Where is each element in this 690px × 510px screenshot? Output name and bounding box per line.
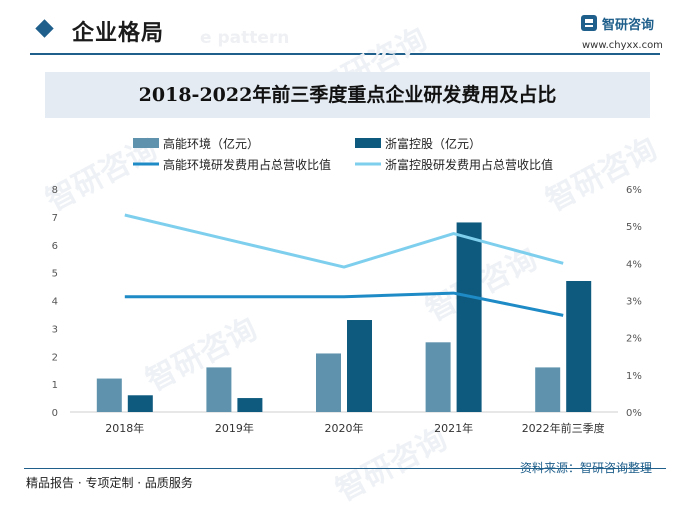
header-divider bbox=[30, 53, 660, 55]
bar bbox=[316, 353, 341, 412]
logo-url: www.chyxx.com bbox=[582, 40, 663, 51]
y-right-tick-label: 0% bbox=[626, 408, 642, 419]
series-line bbox=[124, 291, 564, 317]
series-line bbox=[124, 213, 564, 269]
bar bbox=[127, 395, 153, 412]
page-title: 企业格局 bbox=[72, 21, 165, 46]
y-right-tick-label: 4% bbox=[626, 259, 642, 270]
y-right-tick-label: 5% bbox=[626, 222, 642, 233]
y-left-tick-label: 5 bbox=[52, 269, 58, 280]
page-header: e pattern 企业格局 智研咨询 www.chyxx.com bbox=[0, 0, 690, 55]
legend-label: 高能环境研发费用占总营收比值 bbox=[163, 157, 331, 172]
footer-tagline: 精品报告 · 专项定制 · 品质服务 bbox=[26, 476, 193, 490]
chart-lines bbox=[124, 213, 564, 317]
chart-title: 2018-2022年前三季度重点企业研发费用及占比 bbox=[138, 84, 557, 106]
x-tick-label: 2020年 bbox=[325, 421, 364, 435]
bar bbox=[456, 222, 482, 412]
x-tick-label: 2021年 bbox=[434, 421, 473, 435]
bar bbox=[535, 367, 561, 412]
y-left-tick-label: 1 bbox=[52, 380, 58, 391]
x-tick-label: 2018年 bbox=[105, 421, 144, 435]
y-left-tick-label: 4 bbox=[52, 297, 58, 308]
y-right-tick-label: 1% bbox=[626, 371, 642, 382]
bar bbox=[566, 280, 592, 412]
bar bbox=[206, 367, 232, 412]
y-left-tick-label: 6 bbox=[52, 241, 58, 252]
y-left-tick-label: 0 bbox=[52, 408, 58, 419]
legend-swatch bbox=[355, 138, 381, 148]
legend-label: 浙富控股（亿元） bbox=[385, 136, 481, 151]
bar bbox=[347, 320, 372, 412]
x-tick-label: 2022年前三季度 bbox=[522, 421, 605, 435]
footer-divider bbox=[24, 468, 666, 469]
x-tick-label: 2019年 bbox=[215, 421, 254, 435]
logo-name: 智研咨询 bbox=[602, 18, 655, 33]
bar bbox=[237, 398, 263, 412]
legend-label: 浙富控股研发费用占总营收比值 bbox=[385, 157, 553, 172]
zhiyan-logo-icon bbox=[581, 15, 597, 31]
chart-bars bbox=[96, 222, 592, 412]
brand-logo: 智研咨询 www.chyxx.com bbox=[580, 12, 690, 52]
chart-axes: 0 1 2 3 4 5 6 7 8 0% 1% 2% 3% 4% 5% 6% 2018年 2019年 2020年 20… bbox=[52, 185, 642, 435]
y-left-tick-label: 3 bbox=[52, 324, 58, 335]
y-left-tick-label: 7 bbox=[52, 213, 58, 224]
chart-title-band: 2018-2022年前三季度重点企业研发费用及占比 bbox=[45, 72, 650, 118]
legend-label: 高能环境（亿元） bbox=[163, 136, 259, 151]
bar bbox=[96, 378, 122, 412]
y-left-tick-label: 8 bbox=[52, 185, 58, 196]
y-right-tick-label: 6% bbox=[626, 185, 642, 196]
legend: 高能环境（亿元） 浙富控股（亿元） 高能环境研发费用占总营收比值 浙富控股研发费用占总… bbox=[133, 136, 553, 172]
header-background-text: e pattern bbox=[200, 28, 290, 48]
y-right-tick-label: 3% bbox=[626, 297, 642, 308]
y-right-tick-label: 2% bbox=[626, 334, 642, 345]
bar bbox=[425, 342, 451, 412]
y-left-tick-label: 2 bbox=[52, 352, 58, 363]
legend-swatch bbox=[133, 138, 159, 148]
